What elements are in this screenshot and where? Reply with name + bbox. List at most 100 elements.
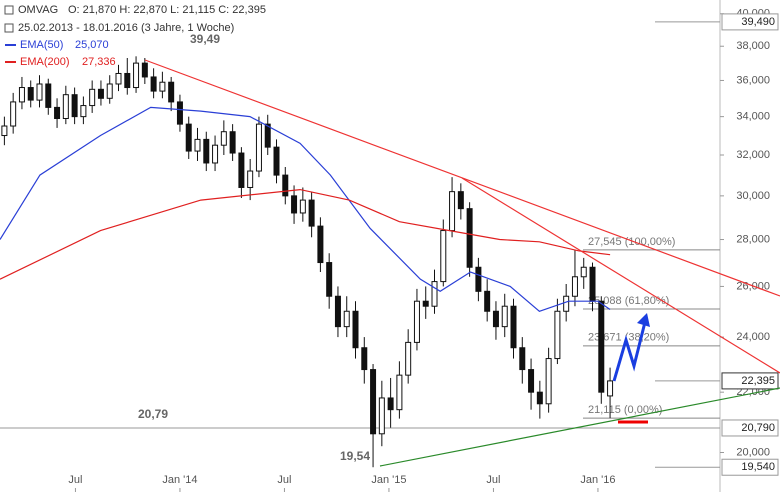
price-box xyxy=(721,419,779,437)
candle-body xyxy=(598,300,605,393)
candle-body xyxy=(370,369,377,435)
candle-body xyxy=(422,300,429,307)
ema-line xyxy=(0,188,611,280)
y-tick-label: 30,000 xyxy=(736,190,770,202)
price-box xyxy=(721,458,779,476)
x-tick-label: Jul xyxy=(486,474,500,486)
price-label: 20,790 xyxy=(741,422,775,434)
y-tick-label: 24,000 xyxy=(736,331,770,343)
forecast-arrow xyxy=(612,317,648,382)
quote: O: 21,870 H: 22,870 L: 21,115 C: 22,395 xyxy=(68,4,266,16)
candle-body xyxy=(80,105,87,118)
plot: 20,00022,00024,00026,00028,00030,00032,0… xyxy=(0,8,779,492)
candle-body xyxy=(62,94,69,120)
price-box xyxy=(721,13,779,31)
candle-body xyxy=(10,101,17,127)
candle-body xyxy=(124,72,131,89)
candle-body xyxy=(45,83,52,108)
price-box xyxy=(721,372,779,390)
legend-label: EMA(200) xyxy=(20,56,70,68)
symbol: OMVAG xyxy=(18,4,58,16)
candle-body xyxy=(106,83,113,99)
candle-body xyxy=(220,131,227,146)
candle-body xyxy=(308,199,315,227)
ema-line xyxy=(0,106,611,312)
price-label: 22,395 xyxy=(741,375,775,387)
legend-value: 27,336 xyxy=(82,56,116,68)
candle-body xyxy=(396,374,403,411)
candle-body xyxy=(361,347,368,371)
candle-body xyxy=(194,138,201,152)
x-tick-label: Jan '16 xyxy=(580,474,615,486)
candle-body xyxy=(545,358,552,405)
candle-body xyxy=(185,123,192,152)
x-tick-label: Jan '15 xyxy=(371,474,406,486)
fib-label: 27,545 (100,00%) xyxy=(588,236,675,248)
y-tick-label: 20,000 xyxy=(736,446,770,458)
y-tick-label: 28,000 xyxy=(736,233,770,245)
x-tick-label: Jul xyxy=(68,474,82,486)
x-tick-label: Jul xyxy=(277,474,291,486)
y-tick-label: 38,000 xyxy=(736,40,770,52)
y-tick-label: 36,000 xyxy=(736,74,770,86)
candle-body xyxy=(475,266,482,292)
candle-body xyxy=(431,281,438,307)
candle-body xyxy=(510,305,517,349)
trend-line xyxy=(461,177,780,374)
candle-body xyxy=(413,300,420,343)
candle-body xyxy=(36,83,43,101)
candle-body xyxy=(387,397,394,411)
candle-body xyxy=(247,170,254,188)
candle-body xyxy=(352,310,359,349)
candle-body xyxy=(528,369,535,393)
candle-body xyxy=(133,62,140,89)
legend-label: EMA(50) xyxy=(20,39,63,51)
candle-body xyxy=(299,199,306,214)
candle-body xyxy=(607,380,614,397)
candle-body xyxy=(255,123,262,172)
candle-body xyxy=(54,106,61,120)
chart-icon xyxy=(4,5,14,15)
candle-body xyxy=(449,191,456,232)
candle-body xyxy=(141,62,148,78)
candle-body xyxy=(238,152,245,188)
annotation: 20,79 xyxy=(138,407,168,421)
candle-body xyxy=(519,347,526,371)
candle-body xyxy=(1,125,8,137)
candle-body xyxy=(89,88,96,107)
candle-body xyxy=(203,138,210,164)
annotation: 39,49 xyxy=(190,32,220,46)
candle-body xyxy=(159,81,166,92)
candle-body xyxy=(176,101,183,125)
candle-body xyxy=(343,310,350,328)
price-label: 39,490 xyxy=(741,16,775,28)
candle-body xyxy=(440,230,447,283)
arrow-head xyxy=(637,313,650,327)
candle-body xyxy=(71,94,78,118)
legend-value: 25,070 xyxy=(75,39,109,51)
candle-body xyxy=(273,146,280,176)
price-label: 19,540 xyxy=(741,461,775,473)
candle-body xyxy=(378,397,385,435)
candle-body xyxy=(212,144,219,164)
candle-body xyxy=(571,276,578,297)
candle-body xyxy=(18,87,25,103)
candle-body xyxy=(334,295,341,328)
candle-body xyxy=(291,195,298,214)
candle-body xyxy=(150,76,157,92)
x-tick-label: Jan '14 xyxy=(162,474,197,486)
candle-body xyxy=(168,81,175,103)
y-tick-label: 32,000 xyxy=(736,149,770,161)
candle-body xyxy=(115,72,122,85)
period: 25.02.2013 - 18.01.2016 (3 Jahre, 1 Woch… xyxy=(18,22,234,34)
candle-body xyxy=(97,88,104,99)
candle-body xyxy=(317,225,324,264)
calendar-icon xyxy=(4,23,14,33)
candle-body xyxy=(554,310,561,360)
candle-body xyxy=(27,87,34,101)
candle-body xyxy=(229,131,236,154)
candle-body xyxy=(457,191,464,210)
candle-body xyxy=(466,208,473,268)
candle-body xyxy=(536,391,543,405)
